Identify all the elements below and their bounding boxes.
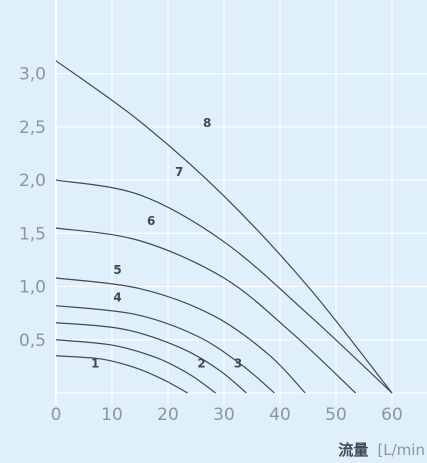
curve-label-1: 1 [91, 357, 99, 371]
curve-label-8: 8 [203, 116, 211, 130]
curve-label-4: 4 [113, 291, 121, 305]
x-tick-label: 10 [101, 405, 123, 425]
curve-7 [55, 179, 393, 394]
y-tick-label: 1,5 [19, 224, 46, 244]
curve-4 [55, 305, 275, 394]
curve-label-2: 2 [197, 357, 205, 371]
x-tick-label: 30 [213, 405, 235, 425]
curve-label-6: 6 [147, 214, 155, 228]
x-axis-title: 流量 [L/min [338, 440, 425, 459]
y-tick-label: 2,5 [19, 118, 46, 138]
x-tick-label: 50 [325, 405, 347, 425]
y-tick-label: 1,0 [19, 278, 46, 298]
curve-2 [55, 339, 216, 394]
y-tick-label: 3,0 [19, 65, 46, 85]
x-tick-label: 0 [51, 405, 62, 425]
x-tick-labels: 0 10 20 30 40 50 60 [51, 405, 403, 425]
curve-labels: 1 2 3 4 5 6 7 8 [91, 116, 242, 371]
x-axis-label: 流量 [338, 441, 368, 459]
curve-1 [55, 355, 188, 394]
curve-label-5: 5 [113, 263, 121, 277]
grid [55, 0, 427, 405]
curve-3 [55, 322, 247, 394]
y-tick-labels: 0,5 1,0 1,5 2,0 2,5 3,0 [19, 65, 46, 351]
curve-8 [55, 60, 393, 394]
x-tick-label: 20 [157, 405, 179, 425]
x-tick-label: 40 [269, 405, 291, 425]
curve-label-7: 7 [175, 165, 183, 179]
curves [55, 60, 393, 394]
x-axis-unit: [L/min [377, 441, 425, 459]
x-tick-label: 60 [381, 405, 403, 425]
curve-label-3: 3 [234, 357, 242, 371]
y-tick-label: 0,5 [19, 331, 46, 351]
curve-5 [55, 277, 306, 394]
y-tick-label: 2,0 [19, 171, 46, 191]
curve-6 [55, 227, 357, 394]
